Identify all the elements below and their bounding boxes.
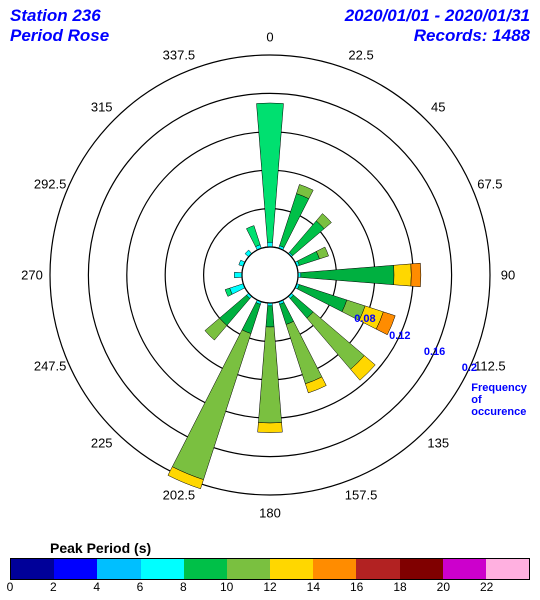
ring-label: 0.2 [462,362,477,374]
direction-label: 90 [501,268,515,283]
direction-label: 225 [91,436,113,451]
colorbar-segment [54,559,97,579]
colorbar-tick: 6 [137,580,144,594]
colorbar-segment [227,559,270,579]
colorbar-tick: 0 [7,580,14,594]
ring-label: 0.08 [354,313,375,325]
colorbar-tick: 10 [220,580,233,594]
colorbar-tick: 2 [50,580,57,594]
colorbar-tick: 12 [263,580,276,594]
ring-label: 0.12 [389,330,410,342]
colorbar-tick: 16 [350,580,363,594]
colorbar-segment [270,559,313,579]
colorbar-segment [184,559,227,579]
direction-label: 337.5 [163,48,196,63]
colorbar-tick: 20 [437,580,450,594]
colorbar-segment [141,559,184,579]
direction-label: 67.5 [477,176,502,191]
ring-label: 0.16 [424,346,445,358]
direction-label: 112.5 [474,359,506,374]
direction-label: 22.5 [348,48,373,63]
colorbar-segment [356,559,399,579]
colorbar-segment [97,559,140,579]
colorbar-segment [313,559,356,579]
colorbar-tick: 14 [307,580,320,594]
colorbar-tick: 22 [480,580,493,594]
direction-label: 0 [266,30,273,45]
direction-label: 180 [259,506,281,521]
direction-label: 135 [427,436,449,451]
direction-label: 315 [91,99,113,114]
colorbar-ticks: 0 2 4 6 8 10 12 14 16 18 20 22 [10,580,530,594]
colorbar: Peak Period (s) 0 2 4 6 8 10 12 14 16 18 20 22 [10,540,530,594]
colorbar-segment [443,559,486,579]
colorbar-tick: 4 [93,580,100,594]
colorbar-title: Peak Period (s) [50,540,530,556]
colorbar-segment [486,559,529,579]
rose-chart: 0 22.5 45 67.5 90 112.5 135 157.5 180 202.5 225 247… [0,0,540,540]
colorbar-tick: 18 [393,580,406,594]
colorbar-tick: 8 [180,580,187,594]
direction-label: 45 [431,99,445,114]
direction-label: 292.5 [34,176,67,191]
colorbar-segment [400,559,443,579]
colorbar-strip [10,558,530,580]
direction-label: 157.5 [345,487,378,502]
rose-svg [0,0,540,540]
colorbar-segment [11,559,54,579]
direction-label: 202.5 [163,487,196,502]
direction-label: 270 [21,268,43,283]
frequency-label: Frequencyofoccurence [471,382,527,418]
direction-label: 247.5 [34,359,67,374]
